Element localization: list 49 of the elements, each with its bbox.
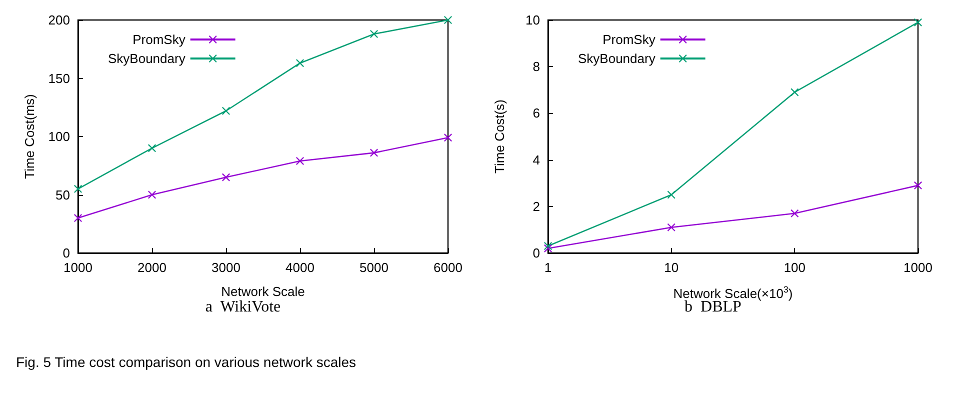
x-tick-label: 10 <box>664 260 679 275</box>
point <box>74 184 82 193</box>
point <box>148 190 156 199</box>
point <box>222 173 230 182</box>
y-tick-label: 10 <box>526 12 540 28</box>
point <box>370 148 378 157</box>
point <box>148 144 156 152</box>
y-tick-label: 100 <box>48 129 70 144</box>
point <box>296 156 304 165</box>
y-tick-label: 0 <box>62 246 70 260</box>
text: b DBLP <box>684 298 742 316</box>
point <box>667 190 676 199</box>
x-tick-label: 1 <box>544 260 552 275</box>
y-tick-label: 6 <box>532 106 540 121</box>
x-tick-label: 100 <box>784 260 806 275</box>
y-axis-title: Time Cost(ms) <box>22 94 37 179</box>
y-tick-label: 4 <box>532 152 540 168</box>
point <box>790 88 799 96</box>
point <box>74 214 82 222</box>
legend-label: SkyBoundary <box>108 51 186 66</box>
x-tick-label: 1000 <box>904 260 932 275</box>
y-tick-label: 8 <box>532 59 540 74</box>
point <box>914 181 922 190</box>
text: a WikiVote <box>205 298 281 316</box>
x-tick-label: 2000 <box>138 260 166 275</box>
y-tick-label: 0 <box>532 246 540 260</box>
x-tick-label: 3000 <box>212 260 240 275</box>
point <box>370 30 378 38</box>
x-tick-label: 6000 <box>434 260 462 275</box>
caption: Fig. 5 Time cost comparison on various network scales <box>16 354 358 370</box>
x-axis-title: Network Scale <box>221 284 305 299</box>
y-axis-title: Time Cost(s) <box>492 100 507 174</box>
x-tick-label: 1000 <box>64 260 92 275</box>
y-tick-label: 50 <box>56 187 70 202</box>
legend-label: PromSky <box>602 32 656 47</box>
point <box>914 18 922 26</box>
point <box>444 16 452 24</box>
y-tick-label: 150 <box>48 70 70 86</box>
x-tick-label: 4000 <box>286 260 314 275</box>
legend-label: SkyBoundary <box>578 51 656 66</box>
point <box>667 223 676 232</box>
point <box>296 59 304 68</box>
y-tick-label: 200 <box>48 12 70 28</box>
y-tick-label: 2 <box>532 198 540 214</box>
point <box>790 209 799 218</box>
point <box>222 106 230 115</box>
point <box>444 134 452 142</box>
legend-label: PromSky <box>132 32 186 47</box>
x-tick-label: 5000 <box>360 260 388 275</box>
